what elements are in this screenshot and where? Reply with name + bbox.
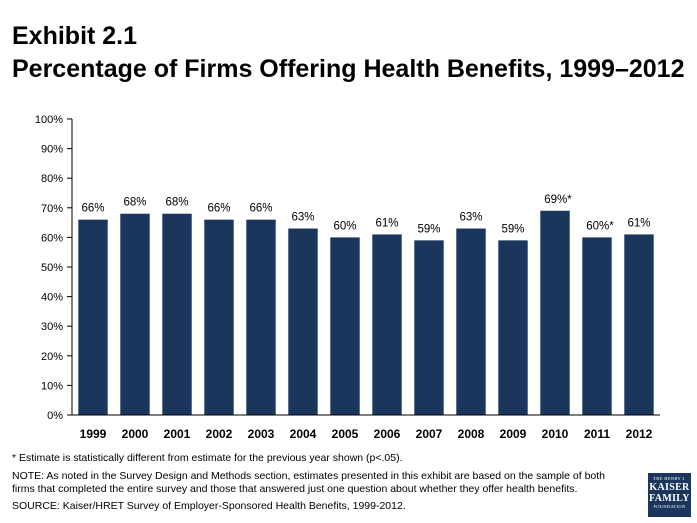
y-tick-label: 70% (41, 203, 63, 215)
bar (582, 237, 612, 415)
data-label: 59% (417, 223, 440, 235)
bar (330, 237, 360, 415)
bar (204, 219, 234, 415)
data-label: 61% (375, 217, 398, 229)
data-label: 61% (627, 217, 650, 229)
logo-line2: KAISER (649, 482, 690, 493)
data-label: 63% (459, 212, 482, 224)
x-tick-label: 2003 (248, 427, 275, 441)
y-tick-label: 90% (41, 144, 63, 156)
data-label: 63% (291, 212, 314, 224)
x-tick-label: 1999 (80, 427, 107, 441)
x-tick-label: 2012 (626, 427, 653, 441)
bar (78, 219, 108, 415)
x-tick-label: 2009 (500, 427, 527, 441)
x-tick-label: 2006 (374, 427, 401, 441)
bar-chart: 0% 10% 20% 30% 40% 50% 60% 70% 80% 90% 100% 66% 68%… (35, 114, 660, 441)
bar (456, 228, 486, 415)
data-label: 66% (249, 203, 272, 215)
data-label: 69%* (544, 194, 572, 206)
bar (498, 240, 528, 415)
bars (78, 210, 654, 415)
x-tick-label: 2010 (542, 427, 569, 441)
data-label: 59% (501, 223, 524, 235)
data-label: 60% (333, 220, 356, 232)
y-tick-label: 20% (41, 351, 63, 363)
data-label: 68% (123, 197, 146, 209)
data-label: 68% (165, 197, 188, 209)
exhibit-label: Exhibit 2.1 (12, 22, 138, 50)
logo-line1: THE HENRY J. (653, 476, 686, 481)
y-tick-label: 30% (41, 321, 63, 333)
x-tick-label: 2008 (458, 427, 485, 441)
data-label: 66% (81, 203, 104, 215)
bar (624, 234, 654, 415)
y-tick-label: 40% (41, 292, 63, 304)
bar (246, 219, 276, 415)
y-tick-label: 10% (41, 380, 63, 392)
x-tick-label: 2007 (416, 427, 443, 441)
y-tick-label: 80% (41, 173, 63, 185)
x-tick-label: 2004 (290, 427, 317, 441)
y-tick-label: 50% (41, 262, 63, 274)
footnote-source: SOURCE: Kaiser/HRET Survey of Employer-S… (12, 500, 406, 512)
bar (372, 234, 402, 415)
x-axis-labels: 1999 2000 2001 2002 2003 2004 2005 2006 2007 2008… (80, 427, 653, 441)
y-tick-label: 0% (47, 410, 63, 422)
x-tick-label: 2002 (206, 427, 233, 441)
bar (162, 213, 192, 415)
y-tick-label: 60% (41, 232, 63, 244)
x-tick-label: 2000 (122, 427, 149, 441)
data-labels: 66% 68% 68% 66% 66% 63% 60% 61% 59% 63% 59% 69%* 60%… (81, 194, 650, 236)
data-label: 66% (207, 203, 230, 215)
logo-line3: FAMILY (649, 493, 690, 504)
data-label: 60%* (586, 220, 614, 232)
chart-title: Percentage of Firms Offering Health Bene… (12, 55, 685, 83)
bar (288, 228, 318, 415)
footnote-note: NOTE: As noted in the Survey Design and … (12, 470, 606, 495)
y-tick-label: 100% (35, 114, 63, 126)
x-tick-label: 2011 (584, 427, 610, 441)
x-tick-label: 2001 (164, 427, 191, 441)
kff-logo: THE HENRY J. KAISER FAMILY FOUNDATION (648, 473, 691, 517)
y-axis-ticks: 0% 10% 20% 30% 40% 50% 60% 70% 80% 90% 100% (35, 114, 72, 422)
logo-line4: FOUNDATION (653, 504, 686, 509)
footnote-estimate: * Estimate is statistically different fr… (12, 452, 403, 464)
bar (540, 210, 570, 415)
x-tick-label: 2005 (332, 427, 359, 441)
bar (414, 240, 444, 415)
bar (120, 213, 150, 415)
